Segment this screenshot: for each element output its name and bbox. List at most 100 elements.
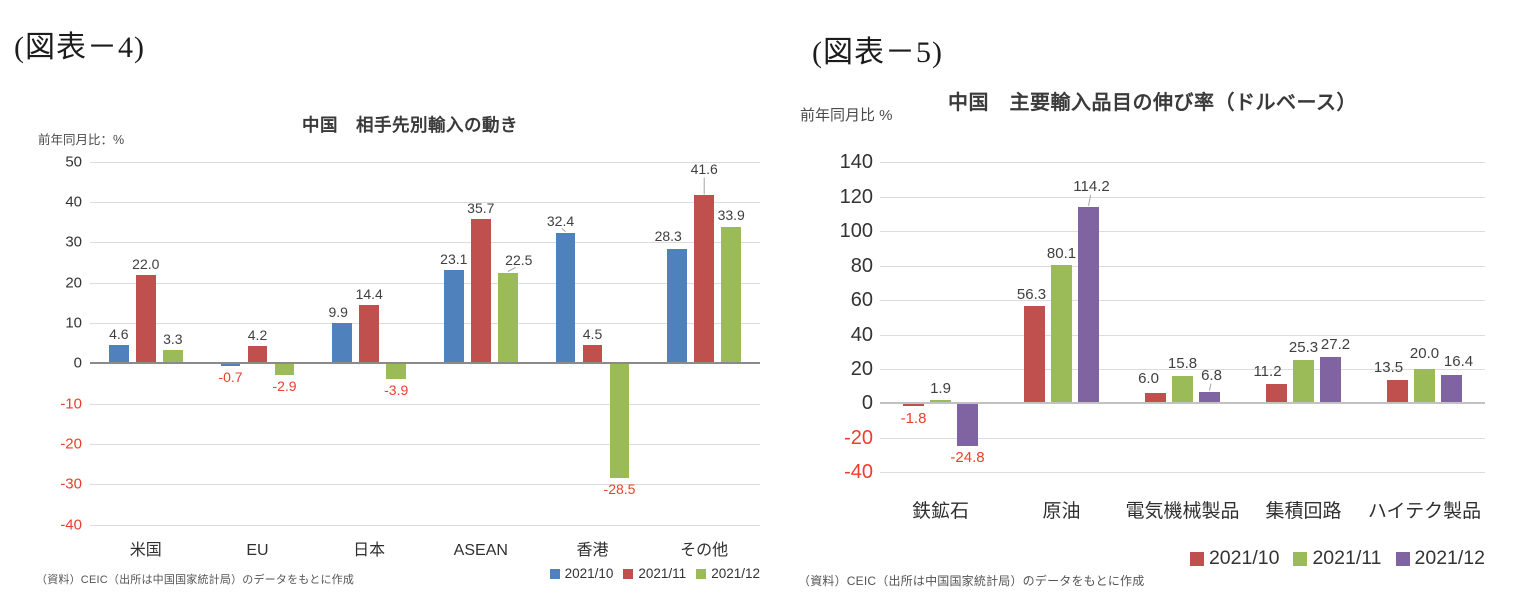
gridline — [90, 282, 760, 284]
legend-item-2021/12: 2021/12 — [696, 567, 760, 581]
bar-value-label: 41.6 — [690, 161, 718, 178]
bar-value-label: 22.0 — [132, 255, 160, 272]
legend-swatch-icon — [549, 568, 560, 579]
category-label-日本: 日本 — [353, 542, 386, 559]
bar-value-label: 4.2 — [247, 327, 268, 344]
figure5-title: 中国 主要輸入品目の伸び率（ドルベース） — [948, 92, 1357, 114]
bar-2021/11-原油 — [1050, 265, 1073, 404]
y-axis-tick-label: 0 — [73, 354, 82, 372]
bar-value-label: -24.8 — [950, 449, 985, 466]
legend-swatch-icon — [623, 568, 634, 579]
y-axis-tick-label: 60 — [850, 289, 873, 311]
bar-2021/12-電気機械製品 — [1198, 391, 1221, 404]
legend-swatch-icon — [1293, 551, 1308, 566]
label-leader-lines — [1088, 194, 1212, 391]
bar-value-label: -2.9 — [272, 378, 297, 394]
category-label-電気機械製品: 電気機械製品 — [1125, 501, 1240, 522]
bar-2021/12-原油 — [1077, 206, 1100, 404]
gridline — [90, 484, 760, 486]
gridline — [880, 472, 1485, 474]
gridline — [880, 437, 1485, 439]
bar-2021/10-日本 — [332, 323, 352, 364]
legend-swatch-icon — [1395, 551, 1410, 566]
category-label-ASEAN: ASEAN — [453, 542, 508, 559]
legend-item-2021/11: 2021/11 — [1293, 548, 1382, 569]
bar-2021/10-鉄鉱石 — [902, 403, 925, 407]
y-axis-tick-label: 50 — [65, 153, 82, 171]
y-axis-tick-label: -10 — [60, 395, 82, 413]
gridline — [90, 524, 760, 526]
bar-value-label: 32.4 — [546, 212, 575, 229]
y-axis-tick-label: 120 — [839, 185, 873, 208]
bar-value-label: 22.5 — [505, 251, 533, 268]
y-axis-tick-label: 0 — [861, 392, 873, 415]
bar-2021/10-米国 — [109, 344, 129, 364]
bar-2021/10-その他 — [667, 249, 687, 364]
bar-2021/12-集積回路 — [1319, 356, 1342, 404]
legend-item-2021/10: 2021/10 — [549, 566, 614, 581]
figure4-caption: (図表－4) — [14, 31, 145, 64]
figure5-chart: 前年同月比 % 中国 主要輸入品目の伸び率（ドルベース） 2021/10 2021… — [795, 82, 1513, 611]
bar-2021/10-集積回路 — [1265, 384, 1288, 404]
y-axis-tick-label: 30 — [65, 233, 82, 251]
bar-value-label: 4.6 — [109, 325, 129, 342]
legend-item-label: 2021/12 — [1414, 547, 1486, 569]
bar-2021/12-米国 — [163, 350, 183, 364]
figure4-legend: 2021/10 2021/11 2021/12 — [549, 566, 760, 581]
y-axis-tick-label: 10 — [65, 314, 82, 332]
y-axis-tick-label: -30 — [60, 475, 82, 493]
figure5-source-note: （資料）CEIC（出所は中国国家統計局）のデータをもとに作成 — [798, 574, 1145, 588]
bar-2021/10-原油 — [1023, 306, 1046, 404]
bar-value-label: 9.9 — [328, 304, 348, 321]
category-label-EU: EU — [246, 542, 269, 559]
category-label-ハイテク製品: ハイテク製品 — [1367, 501, 1482, 522]
category-label-香港: 香港 — [576, 542, 609, 559]
y-axis-tick-label: -40 — [844, 461, 873, 484]
figure4-y-axis-unit: 前年同月比：% — [38, 133, 125, 147]
bar-value-label: -1.8 — [900, 410, 927, 428]
bar-2021/12-その他 — [721, 226, 741, 364]
bar-value-label: -3.9 — [384, 382, 409, 398]
gridline — [880, 265, 1485, 267]
legend-item-label: 2021/10 — [564, 566, 614, 581]
bar-value-label: 14.4 — [355, 286, 383, 303]
gridline — [90, 444, 760, 445]
y-axis-tick-label: 100 — [839, 220, 873, 243]
gridline — [90, 242, 760, 244]
gridline — [880, 196, 1485, 198]
bar-value-label: 20.0 — [1409, 344, 1440, 362]
gridline — [90, 403, 760, 405]
gridline — [90, 161, 760, 163]
figure4-source-note: （資料）CEIC（出所は中国国家統計局）のデータをもとに作成 — [36, 574, 355, 586]
bar-value-label: 3.3 — [163, 331, 183, 347]
bar-2021/11-米国 — [136, 274, 156, 364]
legend-swatch-icon — [1189, 551, 1204, 566]
bar-value-label: 11.2 — [1253, 363, 1282, 380]
legend-item-2021/11: 2021/11 — [623, 567, 686, 581]
y-axis-tick-label: 20 — [850, 357, 873, 380]
bar-2021/10-電気機械製品 — [1144, 393, 1167, 404]
gridline — [880, 334, 1485, 336]
y-axis-tick-label: 40 — [850, 323, 873, 346]
figure4-title: 中国 相手先別輸入の動き — [302, 115, 518, 135]
bar-2021/10-EU — [220, 363, 241, 367]
gridline — [880, 300, 1485, 301]
category-label-鉄鉱石: 鉄鉱石 — [911, 501, 970, 522]
y-axis-tick-label: 140 — [839, 151, 873, 174]
legend-item-2021/12: 2021/12 — [1395, 547, 1486, 569]
bar-value-label: 1.9 — [930, 380, 951, 397]
figure5-legend: 2021/10 2021/11 2021/12 — [1189, 547, 1486, 569]
bar-value-label: 33.9 — [717, 206, 745, 223]
figure4-chart: 前年同月比：% 中国 相手先別輸入の動き 2021/10 2021/11 2021/… — [30, 105, 775, 605]
bar-2021/11-鉄鉱石 — [929, 400, 952, 404]
leader-line — [1209, 383, 1212, 391]
figure5-y-axis-unit: 前年同月比 % — [800, 107, 893, 124]
bar-2021/12-香港 — [609, 363, 630, 479]
bar-2021/11-香港 — [582, 345, 603, 364]
bar-value-label: 56.3 — [1016, 286, 1047, 304]
bar-value-label: 80.1 — [1046, 245, 1077, 263]
legend-item-label: 2021/11 — [638, 566, 687, 581]
category-label-その他: その他 — [680, 542, 729, 559]
bar-value-label: 114.2 — [1073, 177, 1110, 195]
legend-item-label: 2021/12 — [711, 566, 760, 581]
